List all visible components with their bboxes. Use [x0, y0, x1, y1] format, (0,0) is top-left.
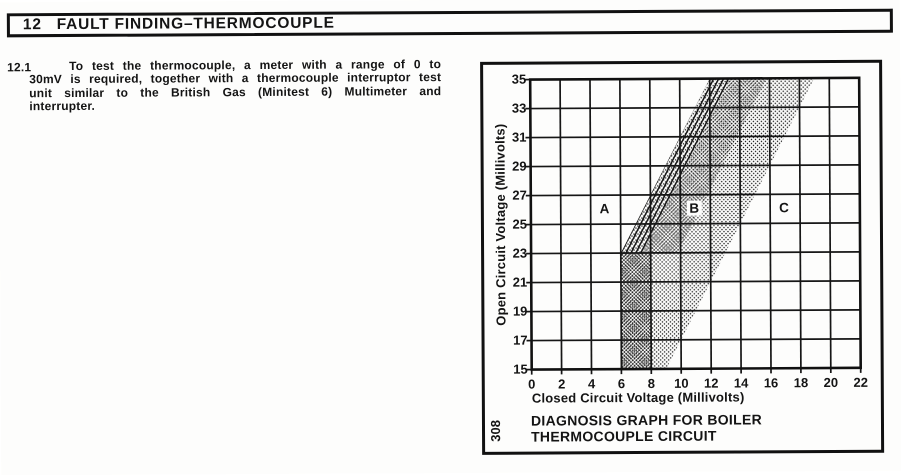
gridline-horizontal	[531, 252, 860, 254]
x-tick-label: 18	[788, 375, 814, 390]
diagnosis-graph	[530, 78, 861, 370]
gridline-horizontal	[531, 165, 860, 167]
region-label-a: A	[597, 201, 613, 216]
x-tick-label: 12	[698, 376, 724, 391]
x-tick-label: 4	[579, 376, 605, 391]
x-tick-label: 14	[728, 375, 754, 390]
y-tick-label: 21	[493, 275, 527, 290]
y-tick-label: 27	[493, 188, 527, 203]
gridline-horizontal	[530, 107, 859, 109]
gridline-horizontal	[531, 281, 860, 283]
gridline-horizontal	[530, 136, 859, 138]
x-tick-label: 20	[818, 375, 844, 390]
y-tick-label: 23	[493, 246, 527, 261]
x-tick-label: 8	[638, 376, 664, 391]
region-label-b: B	[686, 200, 702, 215]
figure-number: 308	[488, 412, 504, 450]
section-header-bar: 12 FAULT FINDING–THERMOCOUPLE	[7, 9, 893, 38]
gridline-horizontal	[531, 310, 860, 312]
y-tick-label: 17	[494, 333, 528, 348]
x-axis-title: Closed Circuit Voltage (Millivolts)	[532, 389, 745, 405]
y-tick-label: 15	[494, 362, 528, 377]
x-tick-label: 10	[668, 376, 694, 391]
y-tick-label: 31	[492, 130, 526, 145]
gridline-horizontal	[532, 339, 861, 341]
figure-caption: DIAGNOSIS GRAPH FOR BOILER THERMOCOUPLE …	[531, 412, 762, 444]
figure-caption-line1: DIAGNOSIS GRAPH FOR BOILER	[531, 412, 762, 429]
paragraph-number: 12.1	[7, 60, 31, 74]
x-tick-label: 6	[608, 376, 634, 391]
region-label-c: C	[776, 200, 792, 215]
paragraph-text: To test the thermocouple, a meter with a…	[29, 58, 441, 113]
x-tick-label: 22	[848, 375, 874, 390]
section-title: FAULT FINDING–THERMOCOUPLE	[57, 15, 335, 34]
gridline-horizontal	[531, 194, 860, 196]
y-tick-label: 19	[493, 304, 527, 319]
x-tick-label: 2	[549, 376, 575, 391]
y-tick-label: 33	[492, 101, 526, 116]
y-tick-label: 25	[493, 217, 527, 232]
x-tick-label: 0	[519, 377, 545, 392]
y-tick-label: 29	[493, 159, 527, 174]
section-number: 12	[23, 16, 42, 34]
y-tick-label: 35	[492, 72, 526, 87]
x-tick-label: 16	[758, 375, 784, 390]
figure-caption-line2: THERMOCOUPLE CIRCUIT	[531, 428, 762, 445]
gridline-horizontal	[531, 223, 860, 225]
